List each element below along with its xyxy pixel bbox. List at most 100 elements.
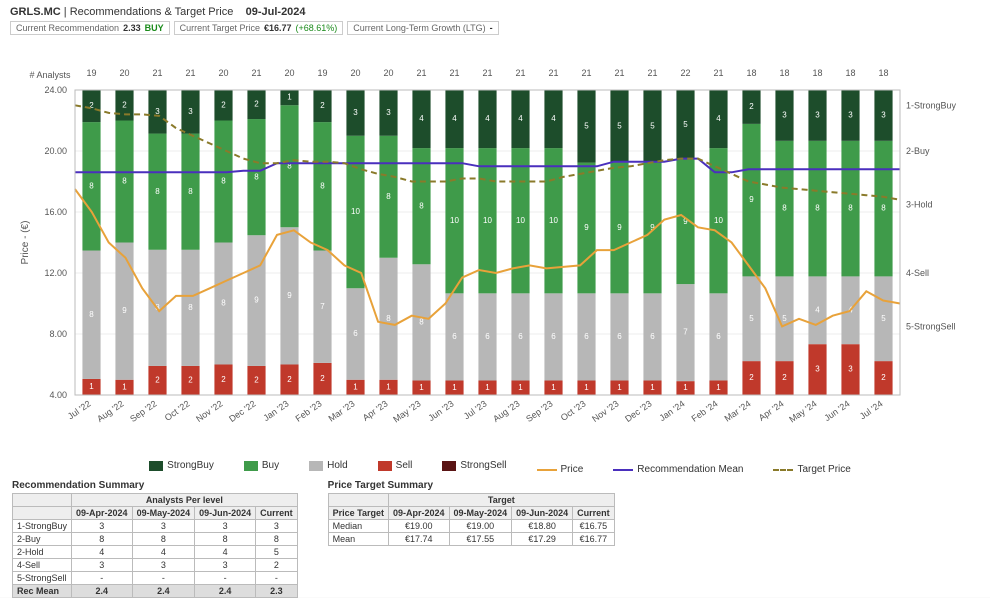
- svg-text:2: 2: [749, 373, 754, 382]
- svg-text:1-StrongBuy: 1-StrongBuy: [906, 100, 957, 110]
- svg-text:3: 3: [782, 111, 787, 120]
- svg-text:5: 5: [650, 121, 655, 130]
- svg-text:2: 2: [782, 373, 787, 382]
- svg-text:3: 3: [188, 107, 193, 116]
- svg-text:3-Hold: 3-Hold: [906, 199, 933, 209]
- svg-text:2: 2: [122, 100, 127, 109]
- legend-item: Sell: [368, 460, 413, 471]
- svg-text:8: 8: [221, 177, 226, 186]
- svg-text:19: 19: [86, 68, 96, 78]
- svg-text:18: 18: [812, 68, 822, 78]
- svg-text:8: 8: [815, 204, 820, 213]
- svg-text:4: 4: [815, 305, 820, 314]
- svg-text:10: 10: [549, 216, 558, 225]
- svg-text:Jul '24: Jul '24: [858, 398, 885, 421]
- svg-text:1: 1: [452, 383, 457, 392]
- svg-text:Mar '24: Mar '24: [723, 398, 753, 423]
- svg-text:8: 8: [881, 204, 886, 213]
- svg-text:5-StrongSell: 5-StrongSell: [906, 321, 956, 331]
- svg-text:1: 1: [386, 382, 391, 391]
- svg-text:4-Sell: 4-Sell: [906, 268, 929, 278]
- recommendations-chart: 4.008.0012.0016.0020.0024.00Price - (€)#…: [10, 60, 980, 460]
- svg-text:4.00: 4.00: [49, 390, 67, 400]
- svg-text:Apr '24: Apr '24: [757, 398, 786, 422]
- svg-text:8: 8: [89, 310, 94, 319]
- svg-text:Oct '23: Oct '23: [559, 398, 588, 422]
- svg-text:4: 4: [716, 114, 721, 123]
- svg-text:3: 3: [881, 111, 886, 120]
- info-box: Current Long-Term Growth (LTG) -: [347, 21, 498, 35]
- svg-text:6: 6: [518, 332, 523, 341]
- svg-text:21: 21: [449, 68, 459, 78]
- svg-text:Dec '22: Dec '22: [227, 398, 258, 424]
- svg-text:Apr '23: Apr '23: [361, 398, 390, 422]
- svg-text:19: 19: [317, 68, 327, 78]
- svg-text:3: 3: [848, 365, 853, 374]
- chart-legend: StrongBuyBuyHoldSellStrongSellPriceRecom…: [0, 460, 990, 475]
- svg-text:5: 5: [617, 121, 622, 130]
- svg-text:21: 21: [647, 68, 657, 78]
- svg-text:Price - (€): Price - (€): [20, 221, 31, 265]
- svg-text:8: 8: [188, 187, 193, 196]
- svg-text:6: 6: [353, 329, 358, 338]
- svg-text:5: 5: [782, 314, 787, 323]
- info-row: Current Recommendation 2.33 BUY Current T…: [10, 21, 980, 35]
- svg-text:2: 2: [254, 376, 259, 385]
- svg-text:Jun '23: Jun '23: [426, 398, 455, 423]
- svg-text:20: 20: [284, 68, 294, 78]
- info-box: Current Target Price €16.77 (+68.61%): [174, 21, 344, 35]
- svg-text:May '23: May '23: [391, 398, 422, 424]
- svg-text:3: 3: [815, 365, 820, 374]
- svg-text:4: 4: [518, 114, 523, 123]
- svg-text:10: 10: [450, 216, 459, 225]
- svg-text:2: 2: [155, 376, 160, 385]
- svg-text:Feb '24: Feb '24: [690, 398, 720, 423]
- svg-text:1: 1: [716, 383, 721, 392]
- svg-text:8.00: 8.00: [49, 329, 67, 339]
- svg-text:20: 20: [119, 68, 129, 78]
- svg-text:1: 1: [584, 383, 589, 392]
- svg-text:3: 3: [155, 107, 160, 116]
- svg-text:20: 20: [383, 68, 393, 78]
- svg-text:Dec '23: Dec '23: [623, 398, 654, 424]
- svg-text:10: 10: [351, 207, 360, 216]
- svg-text:16.00: 16.00: [44, 207, 67, 217]
- svg-text:18: 18: [878, 68, 888, 78]
- svg-text:9: 9: [749, 195, 754, 204]
- legend-item: StrongBuy: [139, 460, 214, 471]
- svg-text:10: 10: [516, 216, 525, 225]
- svg-text:5: 5: [584, 121, 589, 130]
- legend-item: StrongSell: [432, 460, 506, 471]
- svg-text:Nov '23: Nov '23: [590, 398, 621, 424]
- svg-text:8: 8: [782, 204, 787, 213]
- info-box: Current Recommendation 2.33 BUY: [10, 21, 170, 35]
- svg-text:4: 4: [452, 114, 457, 123]
- svg-text:1: 1: [617, 383, 622, 392]
- svg-text:Sep '23: Sep '23: [524, 398, 555, 424]
- svg-text:Jan '24: Jan '24: [657, 398, 686, 423]
- svg-text:1: 1: [89, 382, 94, 391]
- svg-text:10: 10: [483, 216, 492, 225]
- svg-text:8: 8: [221, 299, 226, 308]
- svg-text:1: 1: [683, 383, 688, 392]
- legend-item: Buy: [234, 460, 279, 471]
- legend-item: Price: [527, 464, 584, 475]
- svg-text:8: 8: [386, 314, 391, 323]
- svg-text:8: 8: [122, 177, 127, 186]
- svg-text:2: 2: [221, 375, 226, 384]
- svg-text:18: 18: [779, 68, 789, 78]
- svg-text:2: 2: [881, 373, 886, 382]
- svg-text:4: 4: [485, 114, 490, 123]
- svg-text:Oct '22: Oct '22: [163, 398, 192, 422]
- svg-text:21: 21: [152, 68, 162, 78]
- svg-text:2: 2: [320, 101, 325, 110]
- svg-text:8: 8: [89, 181, 94, 190]
- svg-text:Jun '24: Jun '24: [822, 398, 851, 423]
- svg-text:9: 9: [254, 296, 259, 305]
- svg-text:21: 21: [482, 68, 492, 78]
- svg-text:24.00: 24.00: [44, 85, 67, 95]
- svg-text:21: 21: [251, 68, 261, 78]
- recommendation-summary-table: Recommendation Summary Analysts Per leve…: [12, 480, 298, 598]
- svg-text:1: 1: [122, 382, 127, 391]
- svg-text:3: 3: [353, 108, 358, 117]
